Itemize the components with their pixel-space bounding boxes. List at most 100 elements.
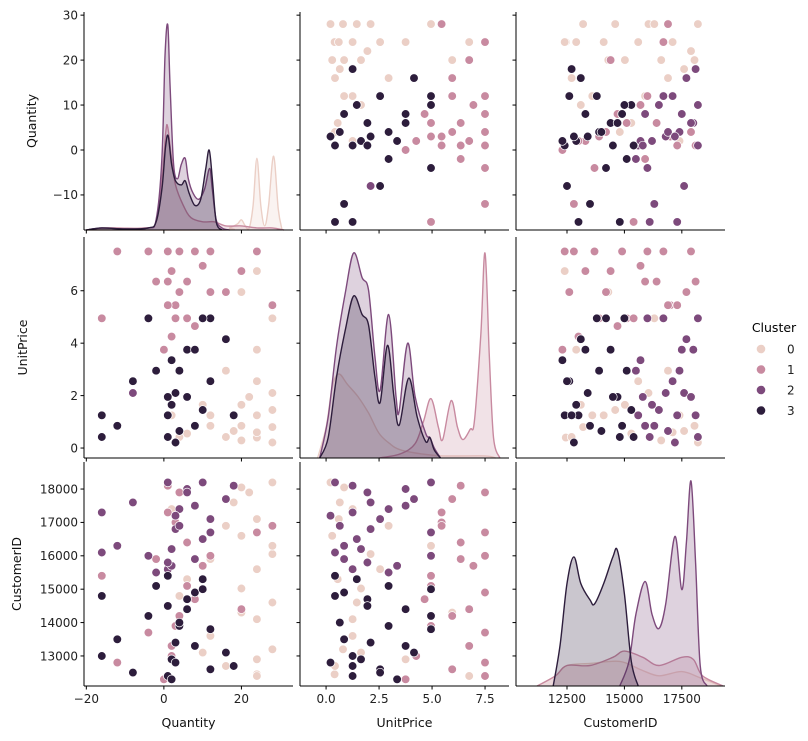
point-cluster-1 bbox=[651, 118, 662, 128]
point-cluster-3 bbox=[617, 109, 627, 119]
point-cluster-3 bbox=[166, 400, 177, 410]
point-cluster-0 bbox=[656, 435, 666, 446]
point-cluster-3 bbox=[557, 355, 568, 365]
point-cluster-1 bbox=[400, 145, 411, 155]
x-tick-label: 12500 bbox=[548, 692, 586, 706]
point-cluster-3 bbox=[143, 313, 154, 323]
point-cluster-3 bbox=[580, 345, 591, 355]
y-tick-label: 4 bbox=[70, 336, 78, 350]
point-cluster-0 bbox=[400, 37, 411, 47]
legend-marker-2 bbox=[756, 385, 766, 395]
point-cluster-1 bbox=[663, 19, 673, 29]
point-cluster-1 bbox=[151, 554, 161, 564]
point-cluster-1 bbox=[480, 487, 490, 498]
point-cluster-3 bbox=[221, 647, 231, 658]
point-cluster-3 bbox=[190, 587, 200, 598]
point-cluster-3 bbox=[400, 604, 411, 614]
point-cluster-3 bbox=[170, 637, 181, 648]
point-cluster-2 bbox=[163, 477, 173, 488]
point-cluster-0 bbox=[347, 631, 358, 641]
point-cluster-3 bbox=[626, 405, 636, 415]
point-cluster-0 bbox=[267, 405, 278, 415]
point-cluster-0 bbox=[205, 421, 216, 431]
point-cluster-1 bbox=[569, 246, 579, 257]
point-cluster-3 bbox=[221, 334, 231, 344]
point-cluster-0 bbox=[689, 421, 700, 431]
point-cluster-2 bbox=[663, 127, 673, 137]
point-cluster-1 bbox=[480, 587, 490, 598]
point-cluster-1 bbox=[112, 246, 122, 257]
point-cluster-2 bbox=[362, 557, 373, 568]
point-cluster-2 bbox=[647, 136, 657, 146]
point-cluster-1 bbox=[686, 246, 696, 257]
point-cluster-3 bbox=[190, 345, 200, 355]
kde-fill-cluster-1 bbox=[537, 651, 724, 686]
point-cluster-0 bbox=[362, 46, 373, 56]
y-tick-label: 17000 bbox=[40, 516, 78, 530]
point-cluster-3 bbox=[330, 140, 340, 151]
point-cluster-0 bbox=[560, 266, 570, 276]
point-cluster-3 bbox=[585, 421, 595, 431]
point-cluster-1 bbox=[612, 321, 623, 331]
legend-marker-1 bbox=[756, 365, 766, 374]
point-cluster-2 bbox=[654, 100, 664, 110]
point-cluster-3 bbox=[617, 421, 627, 431]
point-cluster-0 bbox=[267, 541, 278, 551]
point-cluster-1 bbox=[589, 163, 600, 173]
point-cluster-0 bbox=[335, 64, 345, 74]
point-cluster-1 bbox=[182, 581, 192, 591]
point-cluster-0 bbox=[327, 55, 337, 65]
point-cluster-3 bbox=[128, 376, 138, 386]
kde-fill-cluster-3 bbox=[319, 295, 441, 458]
point-cluster-2 bbox=[392, 561, 402, 571]
point-cluster-3 bbox=[612, 118, 623, 128]
point-cluster-1 bbox=[166, 266, 177, 276]
point-cluster-1 bbox=[456, 118, 466, 128]
point-cluster-2 bbox=[667, 91, 678, 101]
point-cluster-1 bbox=[635, 261, 646, 271]
point-cluster-0 bbox=[329, 669, 340, 679]
point-cluster-2 bbox=[362, 487, 373, 498]
y-tick-label: 18000 bbox=[40, 482, 78, 496]
point-cluster-3 bbox=[339, 587, 349, 598]
point-cluster-1 bbox=[163, 300, 173, 310]
point-cluster-3 bbox=[330, 591, 340, 601]
point-cluster-0 bbox=[182, 428, 192, 439]
point-cluster-0 bbox=[347, 37, 358, 47]
point-cluster-1 bbox=[672, 140, 682, 151]
point-cluster-0 bbox=[334, 37, 344, 47]
point-cluster-0 bbox=[236, 400, 247, 410]
point-cluster-2 bbox=[690, 64, 701, 74]
point-cluster-2 bbox=[190, 501, 200, 511]
point-cluster-0 bbox=[252, 410, 262, 420]
point-cluster-0 bbox=[252, 671, 262, 681]
point-cluster-0 bbox=[599, 410, 609, 420]
point-cluster-1 bbox=[236, 604, 247, 614]
point-cluster-0 bbox=[205, 410, 216, 420]
point-cluster-3 bbox=[198, 313, 208, 323]
point-cluster-1 bbox=[456, 140, 466, 151]
point-cluster-2 bbox=[205, 527, 216, 538]
point-cluster-3 bbox=[335, 127, 345, 137]
point-cluster-3 bbox=[592, 313, 602, 323]
point-cluster-1 bbox=[456, 554, 466, 564]
point-cluster-1 bbox=[411, 136, 421, 146]
y-axis-label-unitprice: UnitPrice bbox=[15, 319, 30, 375]
point-cluster-2 bbox=[400, 484, 411, 494]
point-cluster-3 bbox=[112, 421, 122, 431]
x-tick-label: 15000 bbox=[605, 692, 643, 706]
point-cluster-3 bbox=[198, 405, 208, 415]
point-cluster-3 bbox=[170, 437, 181, 448]
point-cluster-1 bbox=[658, 246, 669, 257]
point-cluster-3 bbox=[174, 426, 185, 436]
point-cluster-1 bbox=[163, 276, 173, 287]
point-cluster-0 bbox=[587, 410, 597, 420]
point-cluster-1 bbox=[480, 37, 490, 47]
point-cluster-1 bbox=[447, 73, 457, 83]
point-cluster-0 bbox=[267, 644, 278, 654]
point-cluster-0 bbox=[566, 73, 577, 83]
point-cluster-3 bbox=[190, 421, 200, 431]
point-cluster-2 bbox=[690, 410, 701, 420]
panel-quantity-vs-quantity: −10 0 10 20 30 bbox=[53, 8, 293, 234]
point-cluster-2 bbox=[198, 534, 208, 544]
